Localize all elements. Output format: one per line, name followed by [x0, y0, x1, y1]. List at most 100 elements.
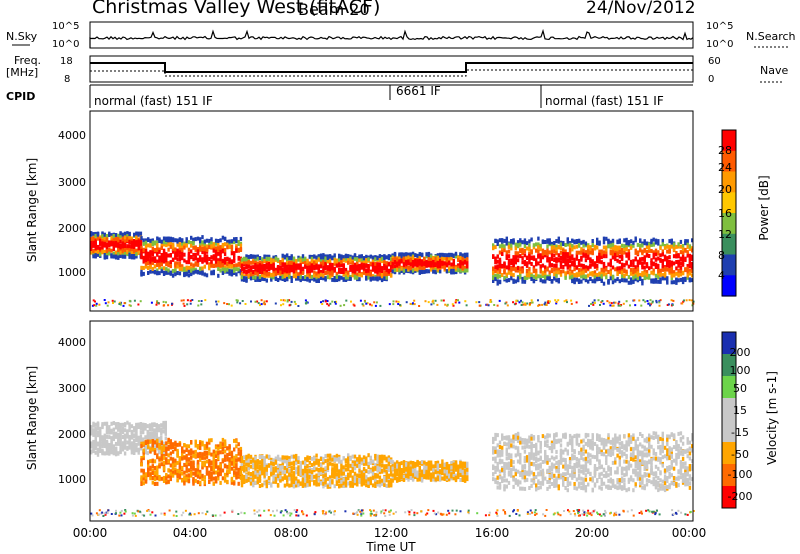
data-cell [634, 236, 637, 241]
data-cell [199, 481, 202, 486]
data-cell [681, 270, 685, 275]
data-cell [121, 435, 125, 439]
data-cell [151, 432, 154, 437]
data-cell [580, 256, 583, 261]
data-cell [322, 300, 325, 303]
data-cell [625, 241, 628, 246]
data-cell [142, 238, 145, 243]
data-cell [235, 475, 238, 480]
data-cell [501, 273, 504, 277]
data-cell [448, 261, 451, 266]
data-cell [230, 239, 234, 244]
data-cell [144, 238, 148, 243]
data-cell [530, 299, 533, 302]
data-cell [245, 467, 248, 471]
data-cell [169, 445, 172, 450]
data-cell [555, 270, 558, 275]
data-cell [496, 281, 499, 286]
data-cell [324, 256, 327, 261]
data-cell [243, 475, 246, 479]
data-cell [521, 240, 524, 245]
data-cell [677, 271, 680, 276]
data-cell [110, 450, 113, 455]
data-cell [688, 268, 692, 273]
data-cell [657, 279, 660, 284]
data-cell [416, 267, 419, 272]
data-cell [425, 263, 428, 268]
data-cell [187, 255, 191, 260]
data-cell [258, 277, 262, 282]
data-cell [304, 256, 307, 261]
data-cell [512, 278, 515, 283]
data-cell [243, 459, 246, 464]
data-cell [194, 269, 197, 274]
data-cell [459, 258, 462, 263]
data-cell [516, 243, 520, 248]
data-cell [618, 238, 621, 243]
data-cell [243, 455, 246, 460]
data-cell [199, 457, 202, 462]
data-cell [550, 241, 554, 246]
data-cell [258, 274, 262, 279]
data-cell [618, 266, 621, 271]
data-cell [340, 263, 343, 268]
data-cell [157, 302, 160, 304]
data-cell [149, 265, 152, 270]
data-cell [521, 256, 524, 261]
data-cell [259, 304, 261, 307]
data-cell [391, 261, 394, 266]
data-cell [555, 259, 558, 263]
data-cell [258, 484, 262, 488]
data-cell [217, 446, 220, 451]
data-cell [507, 265, 511, 270]
data-cell [215, 300, 218, 303]
data-cell [593, 246, 597, 251]
data-cell [602, 245, 606, 250]
data-cell [117, 440, 120, 445]
data-cell [245, 254, 248, 259]
data-cell [596, 245, 599, 250]
data-cell [123, 302, 126, 305]
data-cell [157, 450, 161, 455]
data-cell [165, 252, 168, 257]
data-cell [239, 470, 243, 475]
data-cell [167, 468, 170, 473]
data-cell [121, 243, 125, 248]
velocity-panel: Slant Range [km] 4000 3000 2000 1000 200… [25, 320, 779, 522]
data-cell [555, 302, 558, 305]
data-cell [149, 256, 152, 261]
freq-panel: Freq. [MHz] 18 8 60 0 Nave [6, 54, 788, 85]
data-cell [396, 267, 399, 272]
data-cell [523, 249, 527, 253]
data-cell [342, 258, 345, 263]
data-cell [670, 244, 673, 249]
data-cell [183, 449, 186, 454]
data-cell [190, 451, 193, 456]
data-cell [546, 251, 549, 256]
data-cell [306, 277, 309, 282]
colorbar-swatch [722, 233, 736, 256]
data-cell [407, 255, 410, 260]
data-cell [677, 278, 680, 283]
data-cell [525, 256, 529, 260]
data-cell [265, 300, 268, 303]
data-cell [171, 473, 175, 478]
data-cell [347, 270, 350, 275]
data-cell [265, 269, 268, 274]
data-cell [629, 259, 633, 264]
data-cell [378, 262, 382, 267]
data-cell [600, 251, 603, 256]
data-cell [192, 263, 195, 268]
data-cell [105, 439, 109, 444]
data-cell [226, 457, 229, 462]
data-cell [639, 248, 642, 253]
data-cell [380, 273, 384, 277]
data-cell [235, 272, 238, 277]
data-cell [584, 258, 588, 263]
data-cell [139, 434, 143, 439]
data-cell [286, 270, 289, 275]
data-cell [119, 426, 122, 431]
data-cell [233, 447, 236, 452]
data-cell [103, 236, 106, 241]
data-cell [94, 440, 97, 445]
